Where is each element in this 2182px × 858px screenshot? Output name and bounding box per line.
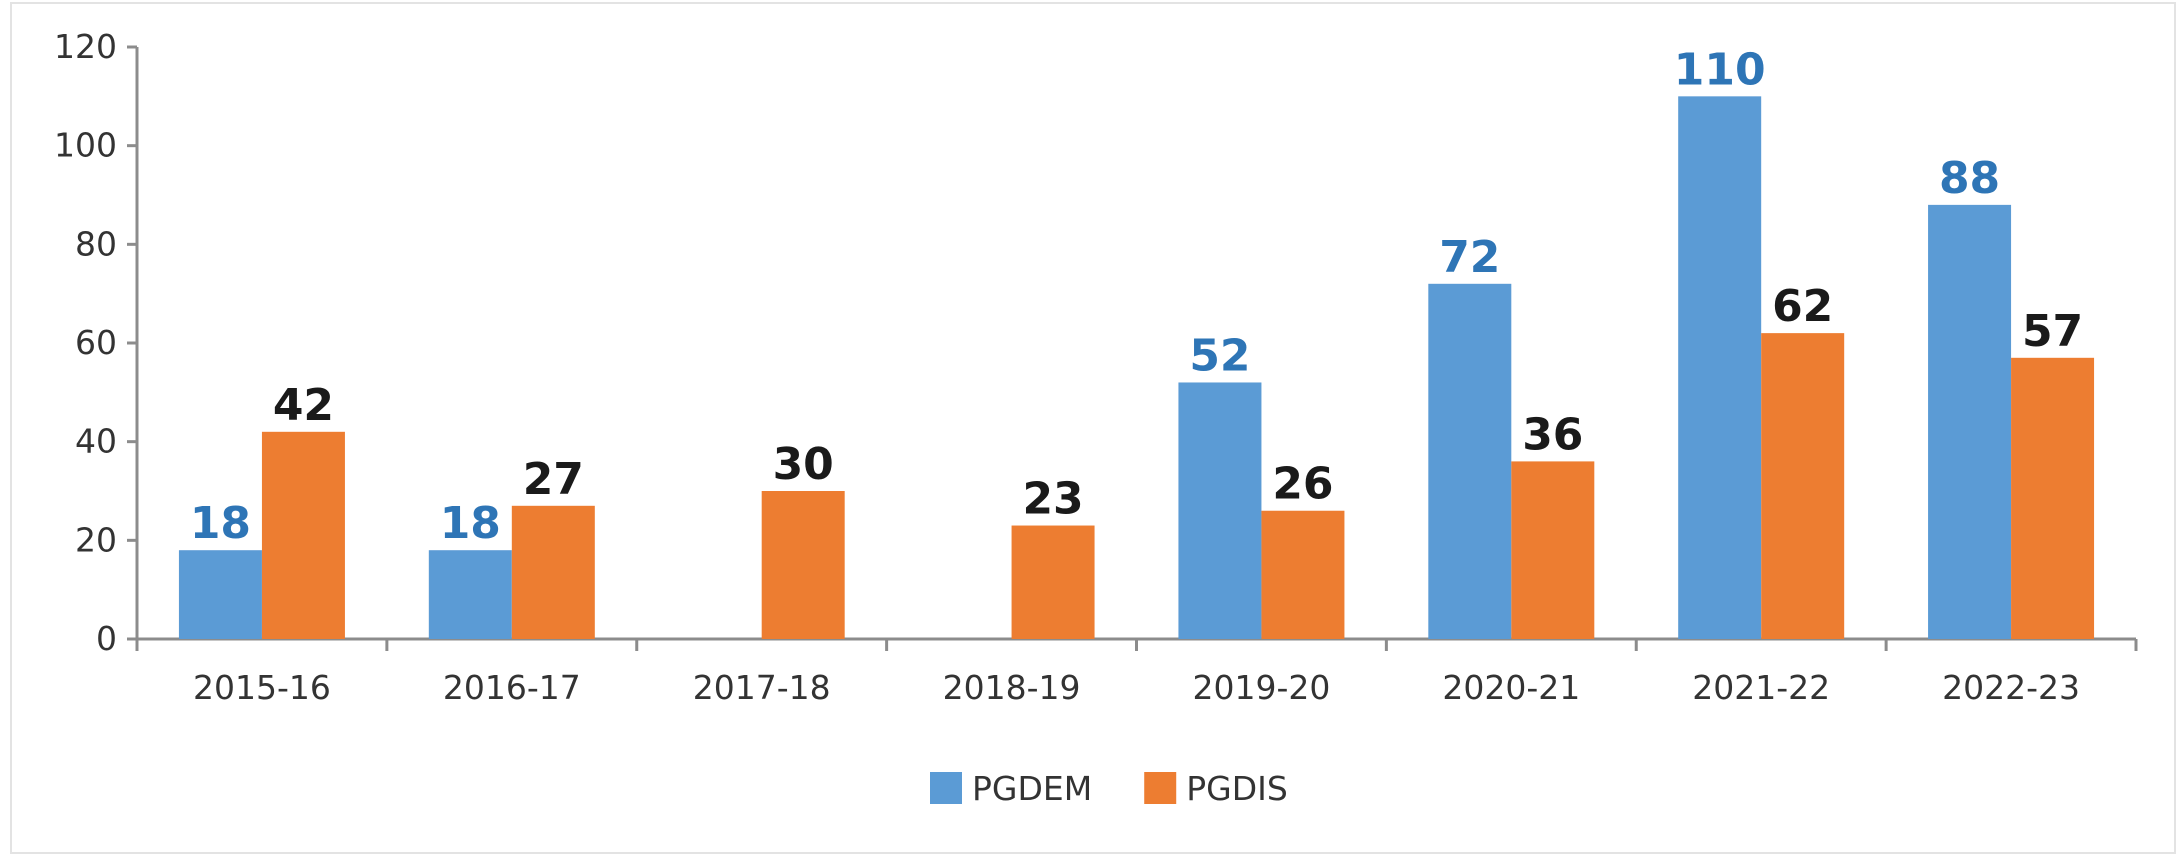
data-label-pgdis: 42 — [273, 380, 334, 431]
bar-pgdis — [2011, 357, 2095, 639]
data-labels: 18 18 52 72 110 88 42 27 30 23 26 36 62 57 — [190, 44, 2083, 549]
data-label-pgdis: 62 — [1772, 281, 1833, 332]
bar-pgdis — [1261, 510, 1345, 639]
data-label-pgdem: 110 — [1674, 44, 1766, 95]
x-tick-label: 2019-20 — [1192, 668, 1330, 707]
x-tick-label: 2020-21 — [1442, 668, 1580, 707]
bar-pgdis — [261, 431, 345, 639]
y-axis: 0 20 40 60 80 100 120 — [54, 27, 139, 658]
x-tick-label: 2018-19 — [943, 668, 1081, 707]
bar-pgdem — [1928, 204, 2012, 639]
bar-pgdis — [1761, 333, 1845, 639]
bar-pgdis — [511, 505, 595, 639]
x-axis: 2015-16 2016-17 2017-18 2018-19 2019-20 2020-… — [135, 637, 2138, 707]
y-tick-label: 80 — [75, 224, 117, 263]
data-label-pgdem: 72 — [1439, 232, 1500, 283]
bar-pgdis — [1511, 461, 1595, 639]
legend-swatch — [1144, 772, 1177, 804]
data-label-pgdis: 26 — [1272, 459, 1333, 510]
bar-pgdem — [1178, 382, 1262, 639]
bars — [178, 96, 2095, 640]
data-label-pgdem: 18 — [190, 498, 251, 549]
y-tick-label: 100 — [54, 126, 117, 165]
data-label-pgdem: 88 — [1939, 153, 2000, 204]
data-label-pgdis: 36 — [1522, 409, 1583, 460]
data-label-pgdis: 23 — [1022, 474, 1083, 525]
bar-pgdem — [1428, 283, 1512, 639]
data-label-pgdis: 27 — [523, 454, 584, 505]
y-tick-label: 120 — [54, 27, 117, 66]
data-label-pgdem: 52 — [1189, 330, 1250, 381]
bar-pgdem — [1678, 96, 1762, 640]
legend-label: PGDEM — [972, 769, 1092, 808]
legend-item-pgdem: PGDEM — [930, 769, 1092, 808]
x-tick-label: 2016-17 — [443, 668, 581, 707]
bar-pgdem — [428, 550, 512, 639]
y-tick-label: 20 — [75, 520, 117, 559]
data-label-pgdis: 57 — [2022, 306, 2083, 357]
y-tick-label: 0 — [96, 619, 117, 658]
x-tick-label: 2021-22 — [1692, 668, 1830, 707]
y-tick-label: 40 — [75, 422, 117, 461]
x-tick-label: 2015-16 — [193, 668, 331, 707]
data-label-pgdem: 18 — [440, 498, 501, 549]
bar-pgdis — [1011, 525, 1095, 639]
bar-pgdis — [761, 491, 845, 639]
legend-label: PGDIS — [1186, 769, 1288, 808]
x-tick-label: 2017-18 — [693, 668, 831, 707]
legend: PGDEM PGDIS — [930, 769, 1288, 808]
data-label-pgdis: 30 — [773, 439, 834, 490]
y-tick-label: 60 — [75, 323, 117, 362]
legend-item-pgdis: PGDIS — [1144, 769, 1288, 808]
legend-swatch — [930, 772, 962, 804]
x-tick-label: 2022-23 — [1942, 668, 2080, 707]
bar-pgdem — [178, 550, 262, 639]
